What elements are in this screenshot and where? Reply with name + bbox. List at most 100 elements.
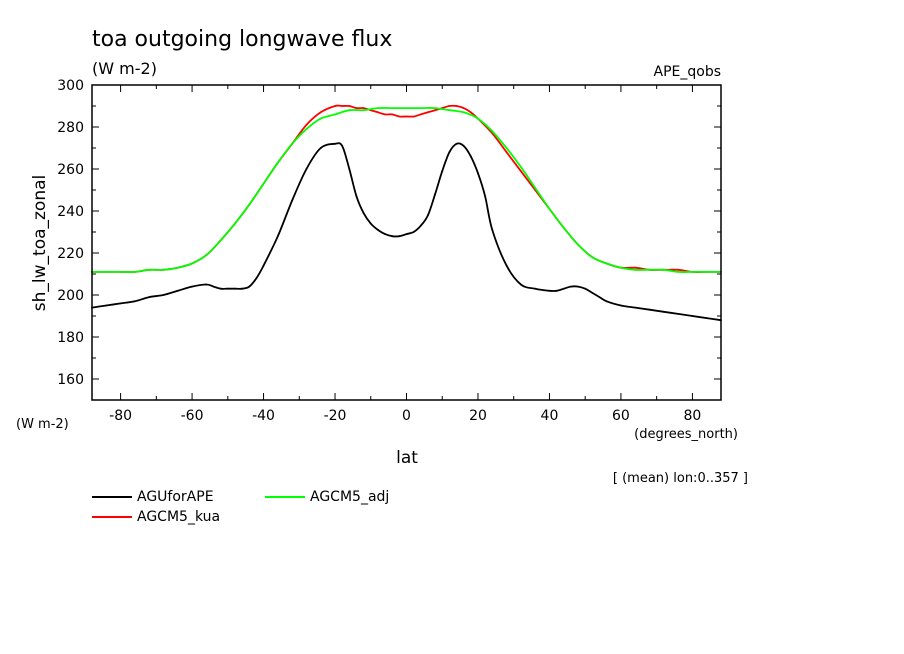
data-point-aguforape [505,264,508,267]
data-point-aguforape [369,222,372,225]
data-point-aguforape [477,172,479,175]
data-point-aguforape [462,145,465,147]
data-point-agcm5-adj [677,271,680,273]
data-point-agcm5-adj [148,268,151,271]
data-point-aguforape [634,306,637,309]
data-point-aguforape [162,294,165,296]
data-point-aguforape [548,289,551,292]
data-point-aguforape [455,142,458,145]
data-point-agcm5-adj [620,266,622,269]
y-tick-label: 160 [57,372,84,388]
data-point-agcm5-adj [605,262,608,265]
chart-title: toa outgoing longwave flux [92,27,392,52]
data-point-aguforape [226,287,229,290]
data-point-aguforape [355,195,358,198]
data-point-aguforape [419,224,422,227]
axis-ticks: 160 180 200 220 240 260 280 300 -80 -60 -40 -20 0 20 4… [57,78,721,424]
data-point-aguforape [605,300,608,303]
data-point-aguforape [377,229,379,231]
data-point-aguforape [448,151,451,154]
data-point-aguforape [205,283,208,286]
data-point-aguforape [276,235,279,238]
data-point-aguforape [305,168,308,170]
data-point-agcm5-adj [562,226,565,229]
x-tick-label: 80 [683,408,701,424]
data-point-agcm5-adj [448,109,451,112]
x-tick-label: 0 [402,408,411,424]
data-point-agcm5-adj [491,130,494,133]
data-point-agcm5-adj [334,113,336,116]
data-point-aguforape [348,168,351,170]
data-point-aguforape [705,317,708,319]
data-point-agcm5-adj [405,107,408,109]
data-point-aguforape [219,287,222,290]
data-point-agcm5-adj [419,107,422,109]
legend: AGUforAPE AGCM5_kua AGCM5_adj [92,489,389,525]
data-point-agcm5-kua [384,113,386,116]
y-tick-label: 240 [57,204,84,220]
data-point-agcm5-adj [534,187,537,189]
data-point-agcm5-adj [291,142,294,145]
data-point-agcm5-kua [505,151,508,154]
data-point-aguforape [398,235,401,238]
data-point-agcm5-kua [305,124,308,126]
legend-label-agcm5-kua: AGCM5_kua [137,509,220,525]
data-point-aguforape [262,264,265,267]
data-point-agcm5-kua [405,115,408,118]
data-point-agcm5-kua [341,105,344,107]
chart-subtitle: (W m-2) [92,59,157,78]
y-tick-label: 300 [57,78,84,94]
data-point-agcm5-adj [305,128,308,131]
data-point-aguforape [255,277,258,280]
data-point-agcm5-kua [455,105,458,107]
data-point-agcm5-kua [348,105,351,107]
data-point-agcm5-kua [448,105,451,107]
data-point-agcm5-adj [662,268,665,271]
legend-label-agufor-ape: AGUforAPE [137,489,214,505]
data-point-agcm5-adj [205,254,208,256]
data-point-agcm5-kua [334,105,336,107]
data-point-aguforape [555,289,558,292]
data-point-agcm5-adj [691,271,694,273]
y-tick-label: 260 [57,162,84,178]
x-tick-label: 20 [469,408,487,424]
data-point-aguforape [677,313,680,315]
data-point-agcm5-kua [519,170,522,173]
y-tick-label: 220 [57,246,84,262]
data-point-aguforape [534,287,537,290]
data-point-agcm5-adj [648,268,651,271]
y-tick-label: 200 [57,288,84,304]
data-point-agcm5-adj [162,268,165,271]
data-point-agcm5-adj [248,203,251,206]
data-point-agcm5-adj [276,161,279,164]
data-point-aguforape [412,231,415,233]
data-point-agcm5-adj [634,268,637,271]
data-point-agcm5-adj [519,166,522,168]
data-point-agcm5-kua [319,111,322,114]
data-point-agcm5-kua [462,107,465,109]
data-point-aguforape [241,287,244,290]
x-tick-label: 60 [612,408,630,424]
data-point-aguforape [591,292,594,294]
legend-label-agcm5-adj: AGCM5_adj [310,489,389,505]
x-tick-label: -80 [109,408,132,424]
data-point-agcm5-kua [469,111,472,114]
data-point-aguforape [148,296,151,298]
dataset-label: APE_qobs [654,64,722,80]
data-point-aguforape [191,285,193,288]
data-point-aguforape [620,304,622,307]
data-point-aguforape [662,310,665,313]
data-point-aguforape [105,304,108,307]
data-point-agcm5-kua [634,266,637,269]
data-point-agcm5-adj [705,271,708,273]
data-point-aguforape [319,147,322,149]
data-point-agcm5-adj [591,256,594,259]
y-tick-label: 280 [57,120,84,136]
data-point-aguforape [133,300,136,303]
data-point-aguforape [212,285,215,288]
data-point-agcm5-adj [191,262,193,265]
data-point-aguforape [248,285,251,288]
data-point-agcm5-adj [477,117,479,120]
series-line-agcm5-kua [91,104,721,273]
series-layer [91,104,722,322]
